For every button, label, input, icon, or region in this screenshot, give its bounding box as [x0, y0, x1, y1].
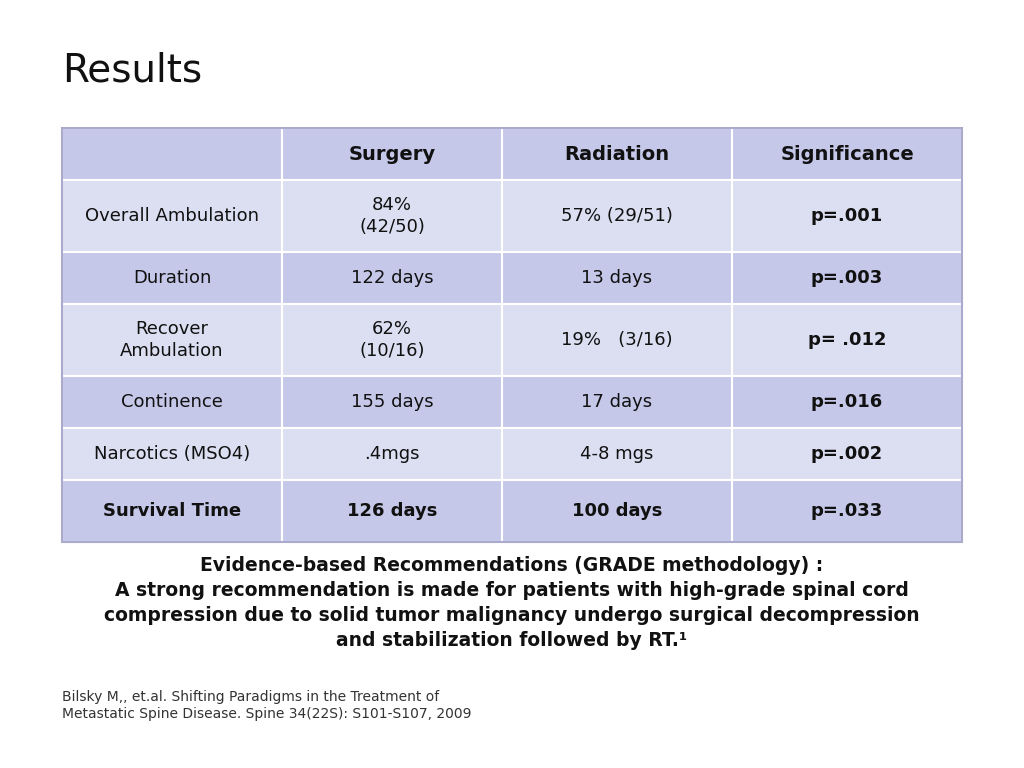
Bar [502, 252, 732, 304]
Bar [282, 252, 502, 304]
Text: p=.016: p=.016 [811, 393, 883, 411]
Text: Radiation: Radiation [564, 144, 670, 164]
Text: 19%   (3/16): 19% (3/16) [561, 331, 673, 349]
Bar [62, 128, 282, 180]
Text: 100 days: 100 days [571, 502, 663, 520]
Text: p=.001: p=.001 [811, 207, 883, 225]
Text: Results: Results [62, 52, 202, 90]
Text: 13 days: 13 days [582, 269, 652, 287]
Text: 57% (29/51): 57% (29/51) [561, 207, 673, 225]
Bar [502, 480, 732, 542]
Bar [502, 128, 732, 180]
Bar [62, 128, 962, 542]
Text: .4mgs: .4mgs [365, 445, 420, 463]
Bar [62, 304, 282, 376]
Text: p=.003: p=.003 [811, 269, 883, 287]
Text: 4-8 mgs: 4-8 mgs [581, 445, 653, 463]
Text: Continence: Continence [121, 393, 223, 411]
Text: Significance: Significance [780, 144, 913, 164]
Text: 84%
(42/50): 84% (42/50) [359, 196, 425, 236]
Bar [282, 128, 502, 180]
Bar [62, 376, 282, 428]
Bar [282, 180, 502, 252]
Bar [282, 304, 502, 376]
Text: Recover
Ambulation: Recover Ambulation [120, 320, 224, 360]
Bar [732, 252, 962, 304]
Text: Surgery: Surgery [348, 144, 435, 164]
Bar [502, 428, 732, 480]
Text: Survival Time: Survival Time [103, 502, 241, 520]
Text: Bilsky M,, et.al. Shifting Paradigms in the Treatment of
Metastatic Spine Diseas: Bilsky M,, et.al. Shifting Paradigms in … [62, 690, 471, 721]
Text: p= .012: p= .012 [808, 331, 886, 349]
Bar [282, 428, 502, 480]
Text: Narcotics (MSO4): Narcotics (MSO4) [94, 445, 250, 463]
Bar [62, 252, 282, 304]
Text: 126 days: 126 days [347, 502, 437, 520]
Bar [732, 304, 962, 376]
Text: Overall Ambulation: Overall Ambulation [85, 207, 259, 225]
Text: 122 days: 122 days [350, 269, 433, 287]
Text: Evidence-based Recommendations (GRADE methodology) :
A strong recommendation is : Evidence-based Recommendations (GRADE me… [104, 556, 920, 650]
Bar [62, 428, 282, 480]
Bar [502, 304, 732, 376]
Bar [732, 428, 962, 480]
Bar [282, 480, 502, 542]
Text: 17 days: 17 days [582, 393, 652, 411]
Bar [282, 376, 502, 428]
Text: p=.033: p=.033 [811, 502, 883, 520]
Bar [502, 376, 732, 428]
Bar [502, 180, 732, 252]
Bar [732, 480, 962, 542]
Text: Duration: Duration [133, 269, 211, 287]
Text: 62%
(10/16): 62% (10/16) [359, 320, 425, 360]
Bar [732, 128, 962, 180]
Bar [732, 376, 962, 428]
Bar [62, 180, 282, 252]
Bar [732, 180, 962, 252]
Bar [62, 480, 282, 542]
Text: 155 days: 155 days [350, 393, 433, 411]
Text: p=.002: p=.002 [811, 445, 883, 463]
